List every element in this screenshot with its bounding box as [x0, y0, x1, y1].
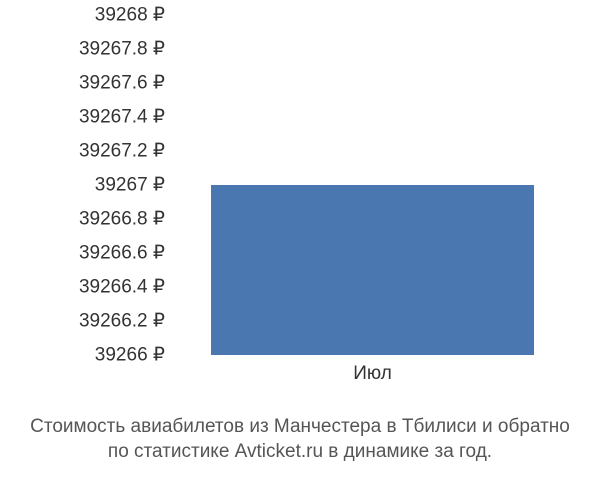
caption-line-1: Стоимость авиабилетов из Манчестера в Тб… [30, 416, 570, 437]
chart-container: 39268 ₽39267.8 ₽39267.6 ₽39267.4 ₽39267.… [30, 15, 570, 385]
y-tick-label: 39267.8 ₽ [79, 38, 165, 61]
y-tick-label: 39267.2 ₽ [79, 140, 165, 163]
bar [211, 185, 535, 355]
caption-line-2: по статистике Avticket.ru в динамике за … [108, 441, 492, 462]
y-tick-label: 39267.6 ₽ [79, 72, 165, 95]
x-tick-label: Июл [353, 363, 392, 385]
y-tick-label: 39266.8 ₽ [79, 208, 165, 231]
y-tick-label: 39266.2 ₽ [79, 310, 165, 333]
y-tick-label: 39268 ₽ [95, 4, 165, 27]
y-tick-label: 39266.4 ₽ [79, 276, 165, 299]
plot-area: Июл [175, 15, 570, 355]
y-axis: 39268 ₽39267.8 ₽39267.6 ₽39267.4 ₽39267.… [30, 15, 165, 385]
y-tick-label: 39266 ₽ [95, 344, 165, 367]
y-tick-label: 39267.4 ₽ [79, 106, 165, 129]
chart-caption: Стоимость авиабилетов из Манчестера в Тб… [0, 414, 600, 465]
y-tick-label: 39266.6 ₽ [79, 242, 165, 265]
y-tick-label: 39267 ₽ [95, 174, 165, 197]
